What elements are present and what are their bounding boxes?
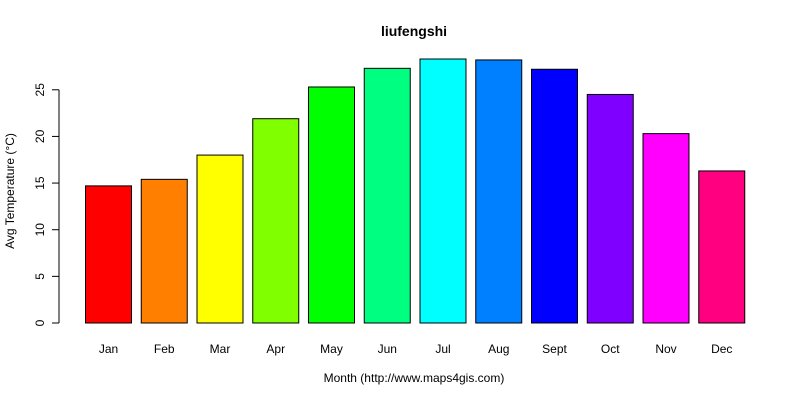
bar-jul (419, 58, 467, 324)
bar-aug (475, 59, 523, 324)
x-tick-label: Sept (542, 342, 567, 356)
y-tick-label: 0 (33, 319, 47, 326)
y-tick-label: 20 (33, 129, 47, 143)
bar-jun (363, 67, 411, 324)
bar-mar (196, 154, 244, 324)
y-axis-label: Avg Temperature (°C) (3, 133, 17, 249)
y-tick-label: 25 (33, 83, 47, 97)
y-tick-label: 5 (33, 273, 47, 280)
bar-nov (642, 133, 690, 324)
bar-dec (698, 170, 746, 324)
bar-apr (252, 118, 300, 324)
bar-oct (586, 93, 634, 324)
bars (85, 58, 746, 324)
x-tick-label: Jan (99, 342, 118, 356)
x-tick-label: Feb (154, 342, 175, 356)
bar-jan (85, 185, 132, 324)
x-tick-label: Nov (655, 342, 676, 356)
x-tick-label: Oct (601, 342, 620, 356)
y-tick-label: 10 (33, 223, 47, 237)
chart-title: liufengshi (381, 23, 447, 39)
y-axis: 0 5 10 15 20 25 (33, 83, 60, 326)
x-axis-label: Month (http://www.maps4gis.com) (324, 371, 505, 385)
bar-may (308, 86, 355, 324)
x-tick-label: Mar (210, 342, 231, 356)
x-tick-label: Jun (378, 342, 397, 356)
x-tick-label: Aug (488, 342, 509, 356)
x-tick-labels: Jan Feb Mar Apr May Jun Jul Aug Sept Oct Nov Dec (99, 342, 733, 356)
x-tick-label: Apr (266, 342, 285, 356)
x-tick-label: Dec (711, 342, 732, 356)
bar-feb (140, 178, 188, 324)
bar-sept (531, 68, 578, 324)
y-tick-label: 15 (33, 176, 47, 190)
x-tick-label: Jul (435, 342, 450, 356)
x-tick-label: May (320, 342, 343, 356)
